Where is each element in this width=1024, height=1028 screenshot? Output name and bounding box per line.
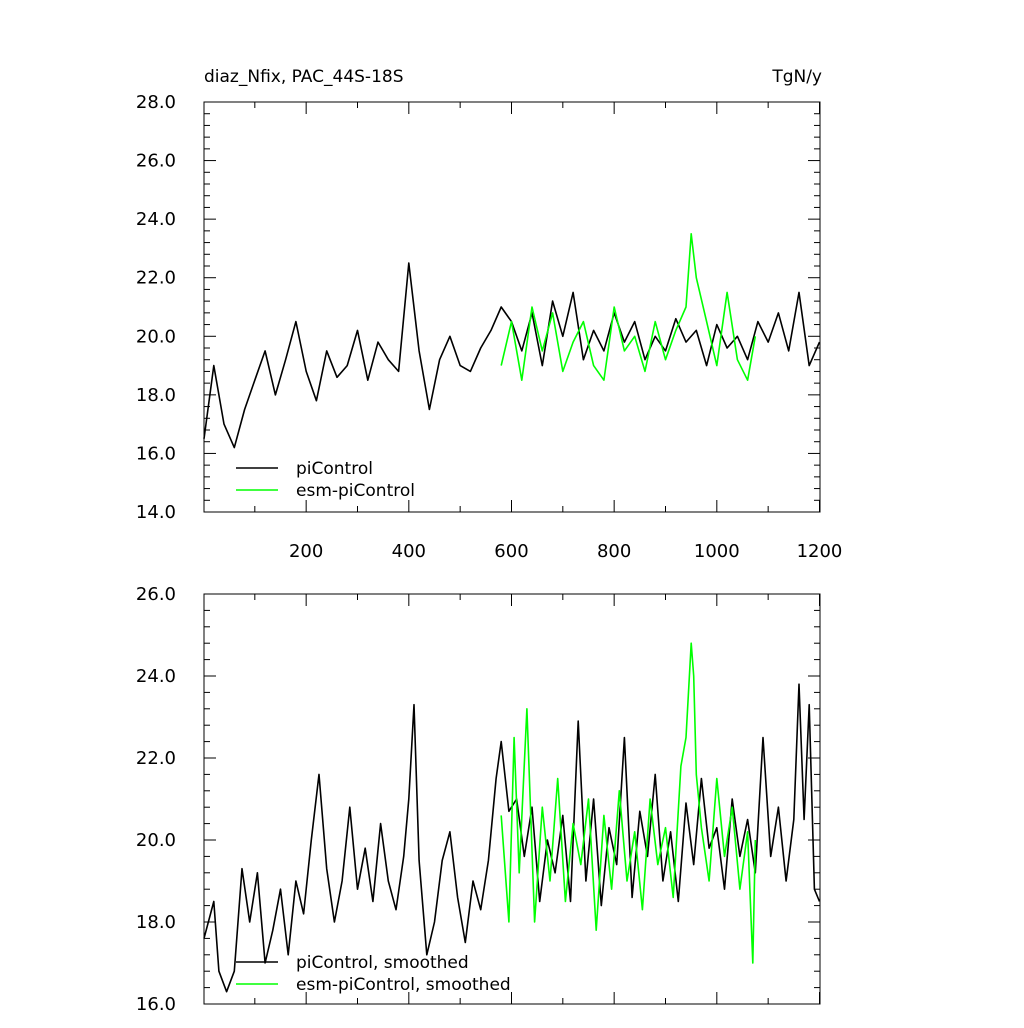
legend-label-esm-picontrol: esm-piControl: [296, 481, 415, 501]
y-tick-label: 20.0: [136, 830, 176, 851]
y-tick-label: 22.0: [136, 748, 176, 769]
series-line-esm-picontrol-smoothed: [500, 642, 757, 964]
x-tick-label: 200: [289, 541, 323, 562]
chart-title: diaz_Nfix, PAC_44S-18S: [204, 67, 404, 87]
bottom-series: [203, 642, 821, 993]
bottom-ticks: 16.0 18.0 20.0 22.0 24.0 26.0: [136, 584, 820, 1015]
top-legend: piControl esm-piControl: [236, 459, 415, 501]
x-tick-label: 800: [597, 541, 631, 562]
y-tick-label: 24.0: [136, 666, 176, 687]
y-tick-label: 24.0: [136, 209, 176, 230]
top-panel: diaz_Nfix, PAC_44S-18S TgN/y 14.0 16.0 18.…: [136, 67, 842, 562]
y-tick-label: 16.0: [136, 994, 176, 1015]
bottom-legend: piControl, smoothed esm-piControl, smoot…: [236, 953, 511, 995]
y-tick-label: 14.0: [136, 502, 176, 523]
units-label: TgN/y: [771, 67, 822, 87]
top-ticks: 14.0 16.0 18.0 20.0 22.0 24.0 26.0 28.0 200 400 60…: [136, 92, 842, 562]
x-tick-label: 400: [392, 541, 426, 562]
legend-label-esm-picontrol-smoothed: esm-piControl, smoothed: [296, 975, 511, 995]
legend-label-picontrol: piControl: [296, 459, 373, 479]
x-tick-label: 1200: [797, 541, 843, 562]
y-tick-label: 16.0: [136, 443, 176, 464]
y-tick-label: 20.0: [136, 326, 176, 347]
y-tick-label: 26.0: [136, 151, 176, 172]
series-line-esm-picontrol: [500, 233, 757, 382]
y-tick-label: 26.0: [136, 584, 176, 605]
x-tick-label: 1000: [694, 541, 740, 562]
series-line-picontrol: [203, 262, 821, 449]
y-tick-label: 22.0: [136, 268, 176, 289]
bottom-panel: 16.0 18.0 20.0 22.0 24.0 26.0 piControl, smoo…: [136, 584, 821, 1015]
y-tick-label: 28.0: [136, 92, 176, 113]
x-tick-label: 600: [494, 541, 528, 562]
legend-label-picontrol-smoothed: piControl, smoothed: [296, 953, 469, 973]
bottom-plot-frame: [203, 593, 821, 1005]
top-plot-frame: [203, 101, 821, 513]
y-tick-label: 18.0: [136, 385, 176, 406]
y-tick-label: 18.0: [136, 912, 176, 933]
top-series: [203, 233, 821, 449]
